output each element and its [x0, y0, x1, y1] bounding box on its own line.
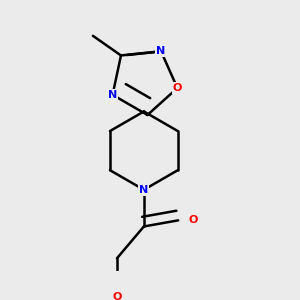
Text: N: N — [156, 46, 166, 56]
Text: O: O — [188, 215, 197, 225]
Text: N: N — [108, 90, 117, 100]
Text: N: N — [139, 185, 148, 195]
Text: O: O — [112, 292, 122, 300]
Text: O: O — [173, 83, 182, 93]
